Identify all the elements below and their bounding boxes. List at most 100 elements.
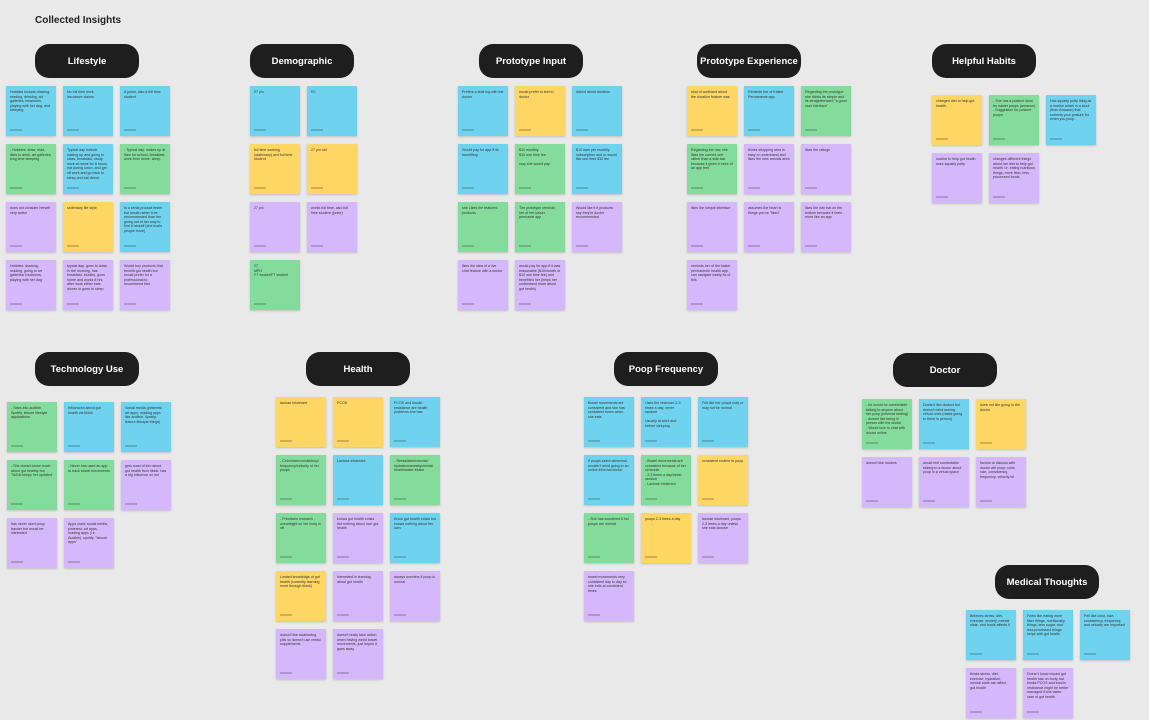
sticky-note[interactable]: - She has a posture stool for easier poo… — [989, 95, 1039, 145]
sticky-note[interactable]: Feels like eating more fiber things, nut… — [1023, 610, 1073, 660]
sticky-note[interactable]: reminds her of the kaiser permanente hea… — [687, 260, 737, 310]
sticky-note-grid: 27 y/o RJ full time working (stationary) a… — [250, 86, 357, 310]
sticky-note[interactable]: - Color/size/consistency/ frequency/velo… — [276, 455, 326, 505]
sticky-note[interactable]: poops 2-3 times a day — [641, 513, 691, 563]
sticky-note[interactable]: lactose intolerant — [276, 397, 326, 447]
sticky-note[interactable]: Has squatty potty thing as a routine whi… — [1046, 95, 1096, 145]
sticky-note[interactable]: works full time, also full time student … — [307, 202, 357, 252]
sticky-note[interactable]: Influenced about gut health via tiktok — [64, 402, 114, 452]
sticky-note[interactable]: - She has wondered if her poops are norm… — [584, 513, 634, 563]
sticky-note[interactable]: routine to help gut health uses squatty … — [932, 153, 982, 203]
sticky-note[interactable]: Would buy products that benefit gut heal… — [120, 260, 170, 310]
sticky-note[interactable]: changes different things about her diet … — [989, 153, 1039, 203]
sticky-note[interactable]: If poops seem abnormal, wouldn't mind go… — [584, 455, 634, 505]
sticky-note[interactable]: Bowel movements are consistent and she h… — [584, 397, 634, 447]
sticky-note[interactable]: The prototype reminds her of her kaiser … — [515, 202, 565, 252]
sticky-note[interactable]: Felt like color, size, consistency, freq… — [1080, 610, 1130, 660]
sticky-note[interactable]: changed diet to help gut health — [932, 95, 982, 145]
sticky-note[interactable]: 27 MPH FT worker/FT student — [250, 260, 300, 310]
sticky-note[interactable]: doesn't really take action when having w… — [333, 629, 383, 679]
sticky-note[interactable]: - She doesnt know much about gut healthy… — [7, 460, 57, 510]
cluster-header[interactable]: Demographic — [250, 44, 354, 78]
sticky-note[interactable]: she Likes the featured products — [458, 202, 508, 252]
cluster-header[interactable]: Prototype Input — [479, 44, 583, 78]
sticky-note[interactable]: Typical day include waking up and going … — [63, 144, 113, 194]
cluster-header[interactable]: Lifestyle — [35, 44, 139, 78]
sticky-note[interactable]: - Never has used an app to track bowel m… — [64, 460, 114, 510]
sticky-note[interactable]: always wonders if poop is normal — [390, 571, 440, 621]
sticky-note[interactable]: likes the ratings — [801, 144, 851, 194]
sticky-note[interactable]: $10 max per monthly subscription and or … — [572, 144, 622, 194]
sticky-note[interactable]: would prefer to text to doctor — [515, 86, 565, 136]
sticky-note[interactable]: likes the nav bar on the bottom because … — [801, 202, 851, 252]
sticky-note[interactable]: sedentary life style — [63, 202, 113, 252]
sticky-note[interactable]: consistent routine to poop — [698, 455, 748, 505]
sticky-note[interactable]: knows gut health exists but nothing abou… — [333, 513, 383, 563]
cluster-header[interactable]: Technology Use — [35, 352, 139, 386]
sticky-note[interactable]: Felt like her poops may or may not be no… — [698, 397, 748, 447]
sticky-note[interactable]: 27 y/o — [250, 86, 300, 136]
sticky-note[interactable]: doesn't like doctors — [862, 457, 912, 507]
sticky-note[interactable]: factors to discuss with doctor abt poop:… — [976, 457, 1026, 507]
sticky-note[interactable]: would pay for app if it was reasonable (… — [515, 260, 565, 310]
sticky-note[interactable]: Apps used: social media, pinterest, art … — [64, 518, 114, 568]
sticky-note[interactable]: - Bowel movements are consistent because… — [641, 455, 691, 505]
cluster-header[interactable]: Medical Thoughts — [995, 565, 1099, 599]
sticky-note[interactable]: has never used poop tracker but would be… — [7, 518, 57, 568]
sticky-note[interactable]: A junior, also a full time student — [120, 86, 170, 136]
sticky-note[interactable]: - Prioritizes research - overweight so h… — [276, 513, 326, 563]
sticky-note[interactable]: Social media (pinterest, art apps, readi… — [121, 402, 171, 452]
sticky-note[interactable]: Doesn't like doctors but doesn't mind se… — [919, 399, 969, 449]
sticky-note[interactable]: - Hobbies: draw, read, likes to drink, a… — [6, 144, 56, 194]
sticky-note[interactable]: Doesn't know impact gut health has on bo… — [1023, 668, 1073, 718]
sticky-note[interactable]: lactose intolerant, poops 2-3 times a da… — [698, 513, 748, 563]
sticky-note[interactable]: does not consider herself very active — [6, 202, 56, 252]
sticky-note[interactable]: - Stress/diet/exercise/ hydration/anxiet… — [390, 455, 440, 505]
sticky-note[interactable]: Believes stress, diet, exercise, anxiety… — [966, 610, 1016, 660]
cluster-header[interactable]: Poop Frequency — [614, 352, 718, 386]
cluster-header[interactable]: Prototype Experience — [697, 44, 801, 78]
sticky-note[interactable]: kind of confused about the duration feat… — [687, 86, 737, 136]
sticky-note[interactable]: doesn't like swallowing pills so doesn't… — [276, 629, 326, 679]
sticky-note[interactable]: Know gut health exists but knows nothing… — [390, 513, 440, 563]
sticky-note[interactable]: Prefers a chat log with the doctor — [458, 86, 508, 136]
sticky-note[interactable]: PCOS — [333, 397, 383, 447]
sticky-note[interactable]: RJ — [307, 86, 357, 136]
sticky-note[interactable]: $10 monthly $10 one time fee may she wou… — [515, 144, 565, 194]
sticky-note[interactable]: assumes the heart is things you've "like… — [744, 202, 794, 252]
sticky-note[interactable]: Regarding the nav, she likes the current… — [687, 144, 737, 194]
sticky-note[interactable]: likes the idea of a live chat feature wi… — [458, 260, 508, 310]
sticky-note[interactable]: thinks shopping area is easy to understa… — [744, 144, 794, 194]
sticky-note[interactable]: PCOS and insulin resistance are health p… — [390, 397, 440, 447]
sticky-note[interactable]: Reminds her of Kaiser Permanente app — [744, 86, 794, 136]
sticky-note[interactable]: likes the simple interface — [687, 202, 737, 252]
sticky-note[interactable]: Asked about duration — [572, 86, 622, 136]
sticky-note[interactable]: Lactose intolerant — [333, 455, 383, 505]
sticky-note[interactable]: full time working (stationary) and full … — [250, 144, 300, 194]
sticky-note[interactable]: thinks stress, diet, exercise, hydration… — [966, 668, 1016, 718]
sticky-note[interactable]: - Typical day: wakes up at 9am for schoo… — [120, 144, 170, 194]
sticky-note[interactable]: Hobbies include drawing, reading, drinki… — [6, 86, 56, 136]
cluster-header[interactable]: Health — [306, 352, 410, 386]
sticky-note[interactable]: gets most of info about gut health from … — [121, 460, 171, 510]
sticky-note[interactable]: 27 y/o old — [307, 144, 357, 194]
sticky-note[interactable]: Would pay for app if its benefiting — [458, 144, 508, 194]
sticky-note[interactable]: Interested in learning about gut health — [333, 571, 383, 621]
sticky-note[interactable]: Limited knowledge of gut health (current… — [276, 571, 326, 621]
sticky-note[interactable]: does not like going to the doctor — [976, 399, 1026, 449]
sticky-note[interactable]: would feel comfortable talking to a doct… — [919, 457, 969, 507]
sticky-note[interactable]: Hobbies: drawing, reading, going to art … — [6, 260, 56, 310]
cluster-header[interactable]: Helpful Habits — [932, 44, 1036, 78]
sticky-note[interactable]: bowel movements very consistent day to d… — [584, 571, 634, 621]
sticky-note-grid: kind of confused about the duration feat… — [687, 86, 851, 310]
cluster-header[interactable]: Doctor — [893, 353, 997, 387]
sticky-note[interactable]: Is a serial product tester but would rat… — [120, 202, 170, 252]
sticky-note[interactable]: Would like it if products say they're do… — [572, 202, 622, 252]
sticky-note[interactable]: 27 y/o — [250, 202, 300, 252]
sticky-note[interactable]: Uses the restroom 2-3 times a day, never… — [641, 397, 691, 447]
sticky-note[interactable]: - Stars into audible, Spotify, leisure l… — [7, 402, 57, 452]
sticky-note[interactable]: typical day: goes to class in the mornin… — [63, 260, 113, 310]
sticky-note[interactable]: No full time work, insurance claims — [63, 86, 113, 136]
sticky-note[interactable]: - he would be comfortable talking to any… — [862, 399, 912, 449]
sticky-note[interactable]: Regarding the prototype she thinks its s… — [801, 86, 851, 136]
